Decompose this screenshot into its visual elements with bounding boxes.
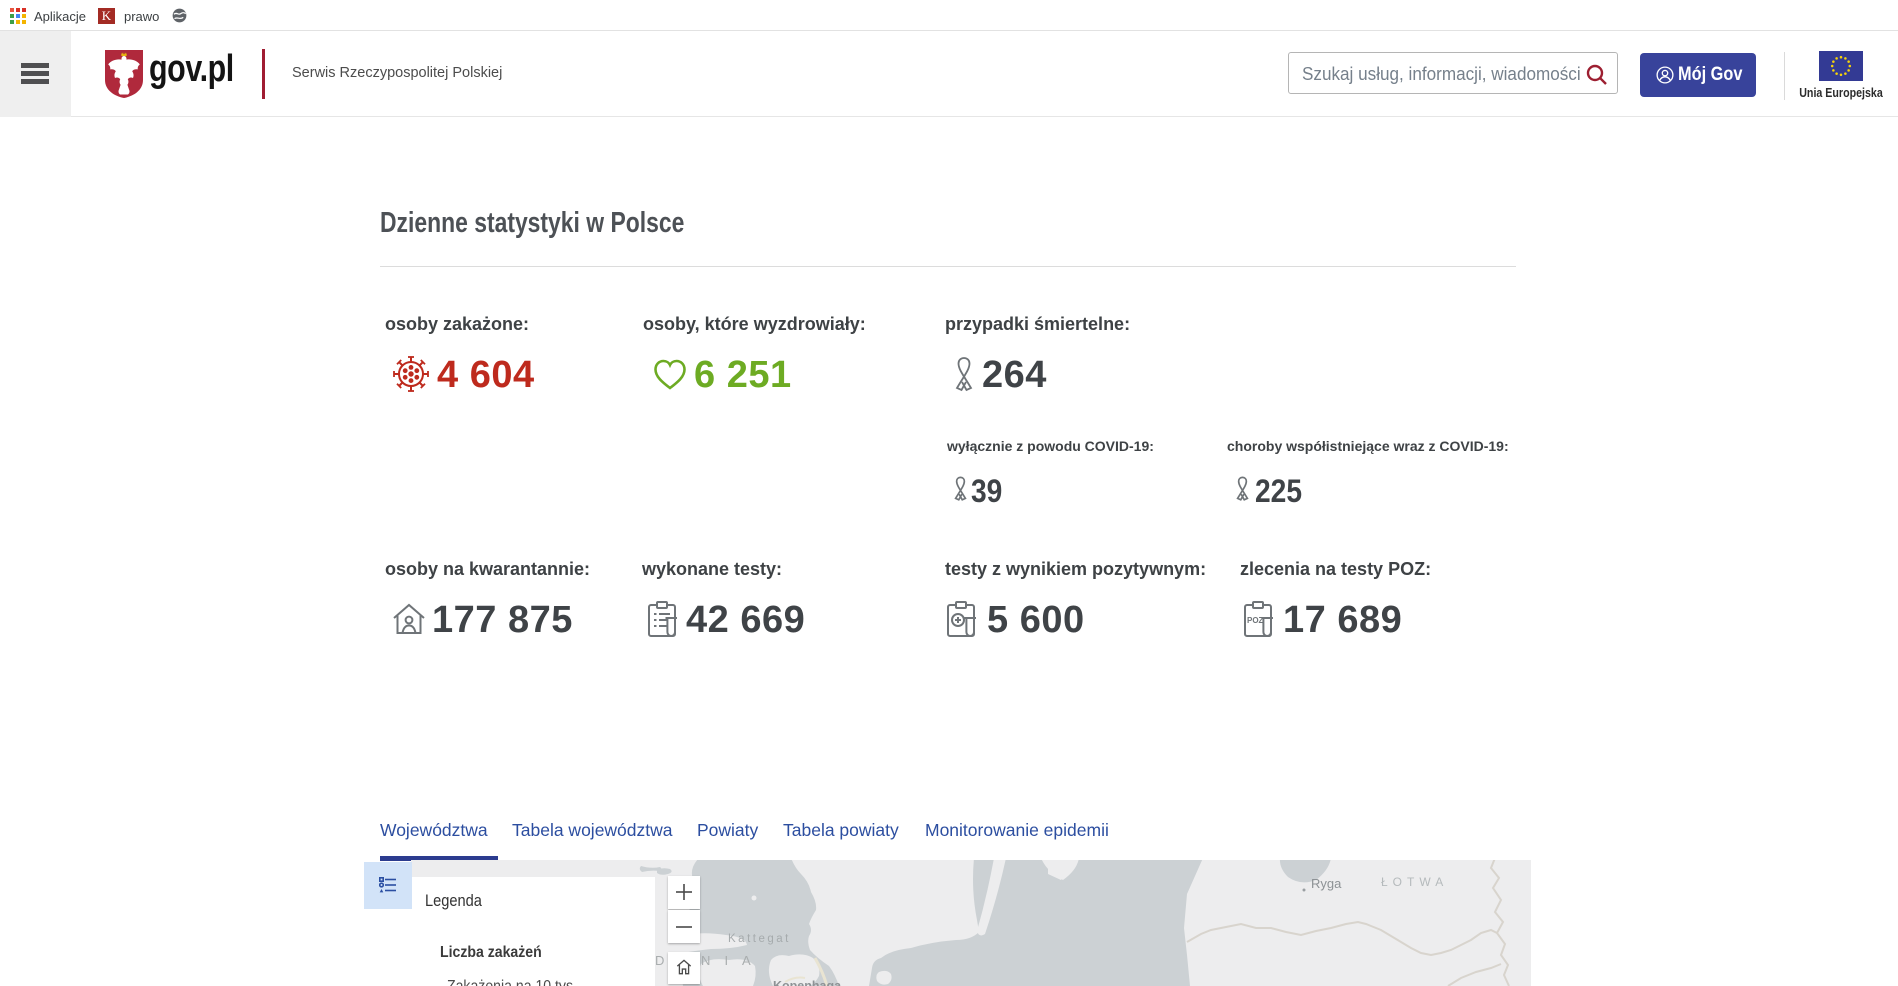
svg-text:POZ: POZ: [1247, 616, 1264, 625]
svg-text:ŁOTWA: ŁOTWA: [1381, 875, 1448, 889]
svg-text:Kopenhaga: Kopenhaga: [773, 979, 842, 986]
svg-text:Ryga: Ryga: [1311, 876, 1342, 891]
svg-text:Kattegat: Kattegat: [728, 933, 791, 945]
